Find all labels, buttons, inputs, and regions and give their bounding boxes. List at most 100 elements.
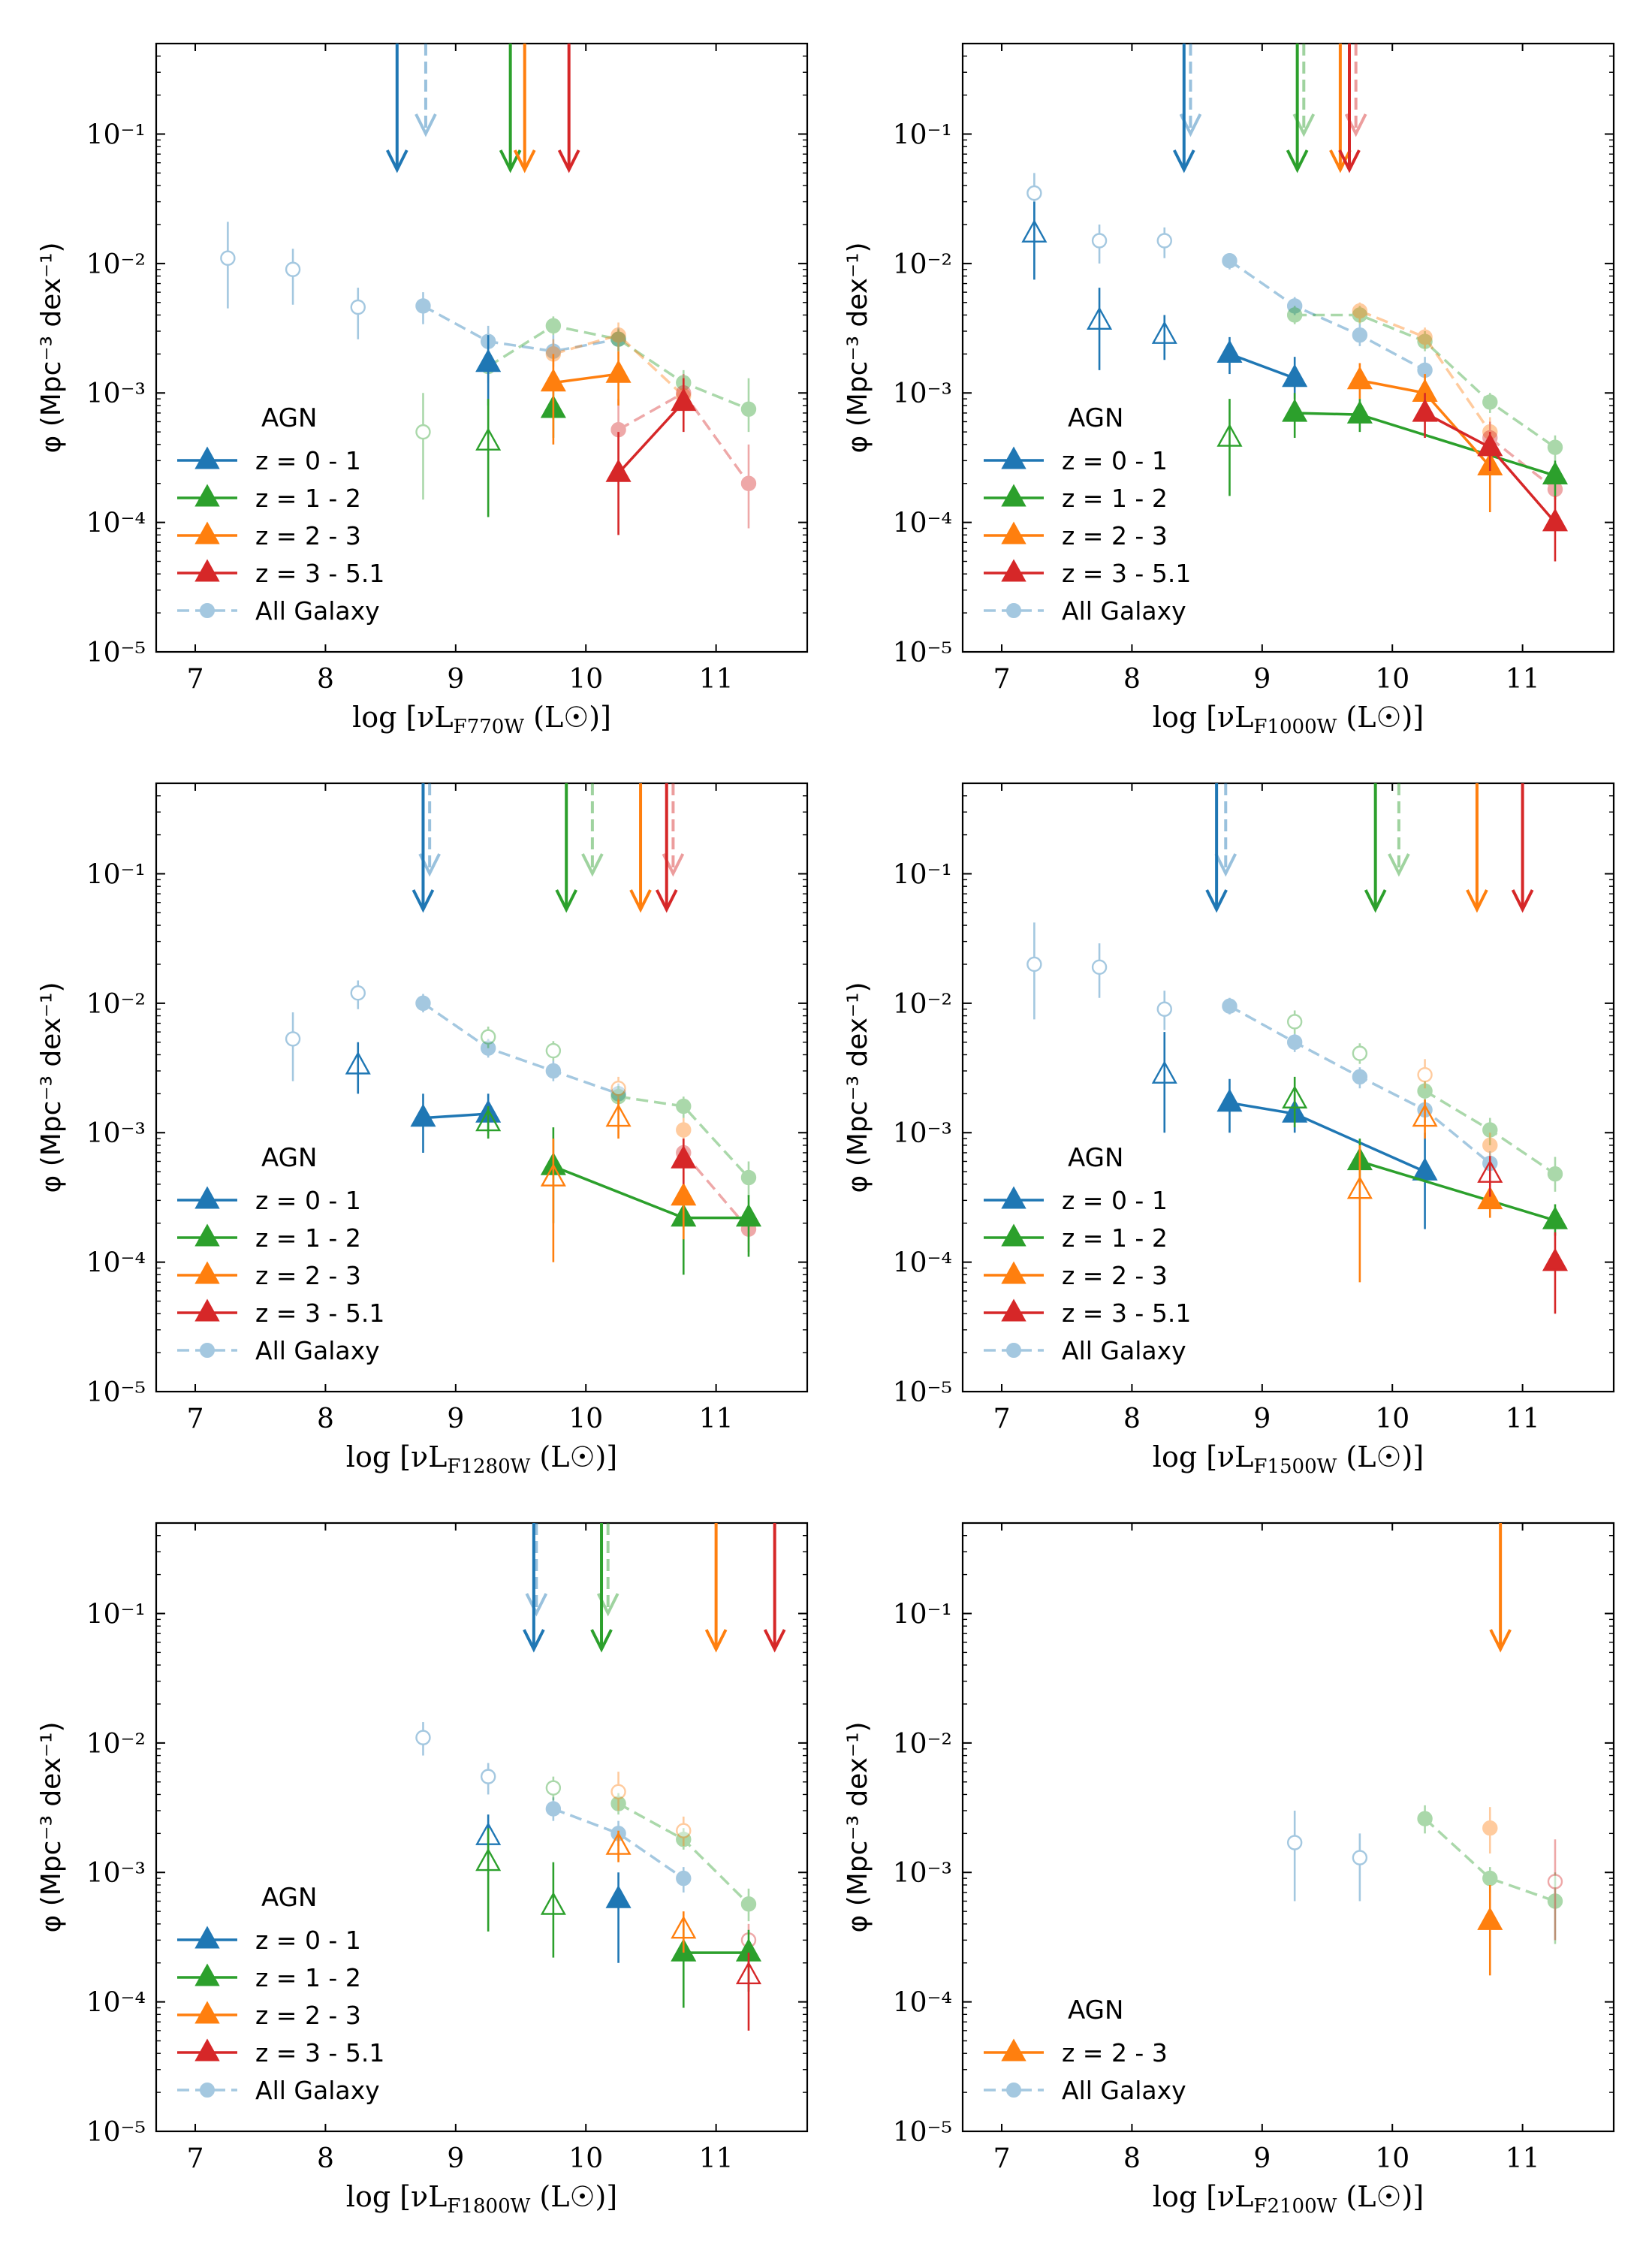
legend-title: AGN: [1068, 1995, 1123, 2025]
legend-entry: [177, 1298, 237, 1322]
legend-entry: [177, 2001, 237, 2024]
arrow-head: [523, 1629, 545, 1653]
x-axis-label-tail: (L☉)]: [530, 2180, 617, 2213]
x-axis-label: log [νLF770W (L☉)]: [352, 701, 611, 738]
data-point: [610, 1081, 626, 1096]
arrow-head: [1172, 149, 1195, 173]
upper-limit-arrow: [1172, 44, 1195, 173]
y-tick-label: 10⁻²: [893, 249, 952, 280]
y-axis-label: φ (Mpc⁻³ dex⁻¹): [843, 982, 873, 1193]
x-axis: 7 8 9 10 11: [187, 44, 734, 695]
data-point: [1282, 363, 1308, 388]
upper-limit-arrow: [655, 783, 678, 913]
data-point: [345, 1051, 371, 1075]
x-axis-label-sub: F1500W: [1253, 1455, 1337, 1478]
x-tick-label: 7: [187, 1404, 204, 1434]
upper-limit-arrow: [1329, 44, 1352, 173]
plot-area: [415, 1523, 786, 2031]
series-line: [423, 1112, 489, 1120]
data-point: [735, 1961, 762, 1985]
y-axis: 10⁻⁵ 10⁻⁴ 10⁻³ 10⁻² 10⁻¹: [893, 1522, 1614, 2148]
x-tick-label: 9: [447, 2143, 464, 2174]
arrow-head: [513, 149, 536, 173]
series-line: [422, 1002, 620, 1096]
y-axis: 10⁻⁵ 10⁻⁴ 10⁻³ 10⁻² 10⁻¹: [86, 43, 807, 668]
series-line: [682, 1151, 750, 1230]
arrow-head: [1364, 889, 1387, 913]
arrow-head: [655, 889, 678, 913]
data-point: [1026, 185, 1042, 201]
y-axis: 10⁻⁵ 10⁻⁴ 10⁻³ 10⁻² 10⁻¹: [86, 1522, 807, 2148]
upper-limit-arrow: [557, 44, 580, 173]
data-point: [605, 459, 632, 482]
legend-entry: [177, 1343, 237, 1358]
data-point: [671, 1145, 697, 1169]
x-tick-label: 10: [568, 664, 603, 695]
data-point: [1091, 233, 1108, 249]
series-z-2-3: [540, 351, 632, 445]
data-point: [475, 427, 502, 451]
x-tick-label: 8: [1123, 2143, 1141, 2174]
arrow-head: [596, 1593, 620, 1617]
data-point: [1021, 219, 1048, 243]
axes-frame: [155, 782, 809, 1393]
y-axis-label: φ (Mpc⁻³ dex⁻¹): [36, 1722, 67, 1933]
legend-entry: [177, 559, 237, 582]
data-point: [1477, 1907, 1503, 1930]
legend-marker: [1001, 521, 1026, 544]
data-point: [220, 250, 236, 266]
data-point: [676, 1870, 692, 1887]
x-tick-label: 10: [568, 2143, 603, 2174]
legend-label: z = 3 - 5.1: [1062, 559, 1191, 588]
legend-marker: [1001, 446, 1026, 469]
series-line: [617, 1802, 750, 1905]
data-point: [1477, 433, 1503, 457]
y-tick-label: 10⁻³: [86, 379, 146, 409]
upper-limit-arrow: [1344, 44, 1367, 137]
data-point: [671, 388, 697, 412]
legend: AGN z = 0 - 1 z = 1 - 2 z = 2 - 3 z = 3 - 5.…: [984, 1143, 1191, 1365]
data-point: [1346, 1175, 1373, 1199]
data-point: [1482, 1122, 1498, 1138]
legend-entry: [177, 2083, 237, 2098]
series-line: [487, 324, 749, 411]
x-tick-label: 11: [1506, 2143, 1540, 2174]
arrow-head: [1338, 149, 1361, 173]
upper-limit-arrow: [499, 44, 522, 173]
panel-2: 7 8 9 10 11 10⁻⁵ 10⁻⁴ 10⁻³ 10⁻² 10⁻¹ log [νLF1000W…: [843, 42, 1615, 738]
x-axis-label: log [νLF1500W (L☉)]: [1153, 1440, 1424, 1478]
data-point: [1352, 1045, 1368, 1061]
y-tick-label: 10⁻²: [86, 989, 146, 1020]
data-point: [1482, 1137, 1498, 1154]
series-z-2-3: [540, 1099, 697, 1262]
arrow-head: [1205, 889, 1228, 913]
data-point: [1417, 1066, 1433, 1083]
data-point: [740, 475, 757, 491]
legend: AGN z = 0 - 1 z = 1 - 2 z = 2 - 3 z = 3 - 5.…: [177, 1143, 384, 1365]
x-axis-label-base: log [νL: [352, 701, 454, 734]
x-axis-label-base: log [νL: [346, 2180, 448, 2213]
legend-entry: [177, 1186, 237, 1209]
legend: AGN z = 0 - 1 z = 1 - 2 z = 2 - 3 z = 3 - 5.…: [984, 403, 1191, 626]
x-tick-label: 8: [317, 664, 334, 695]
x-axis-label-tail: (L☉)]: [524, 701, 611, 734]
y-tick-label: 10⁻¹: [86, 1599, 146, 1630]
data-point: [545, 1780, 562, 1796]
upper-limit-arrow: [525, 1523, 548, 1617]
legend-marker: [194, 1261, 220, 1284]
data-point: [415, 424, 431, 440]
arrow-head: [415, 113, 437, 137]
legend-entry: [984, 446, 1044, 469]
legend-marker: [194, 446, 220, 469]
legend-marker: [194, 1926, 220, 1949]
axes-frame: [961, 42, 1615, 653]
y-tick-label: 10⁻⁴: [86, 508, 146, 539]
x-tick-label: 10: [1375, 664, 1409, 695]
legend-entry: [177, 603, 237, 618]
data-point: [1352, 1069, 1368, 1085]
arrow-head: [1466, 889, 1488, 913]
x-tick-label: 9: [1253, 664, 1271, 695]
legend: AGN z = 2 - 3 All Galaxy: [984, 1995, 1186, 2105]
data-point: [1417, 333, 1433, 349]
axes-frame: [155, 42, 809, 653]
